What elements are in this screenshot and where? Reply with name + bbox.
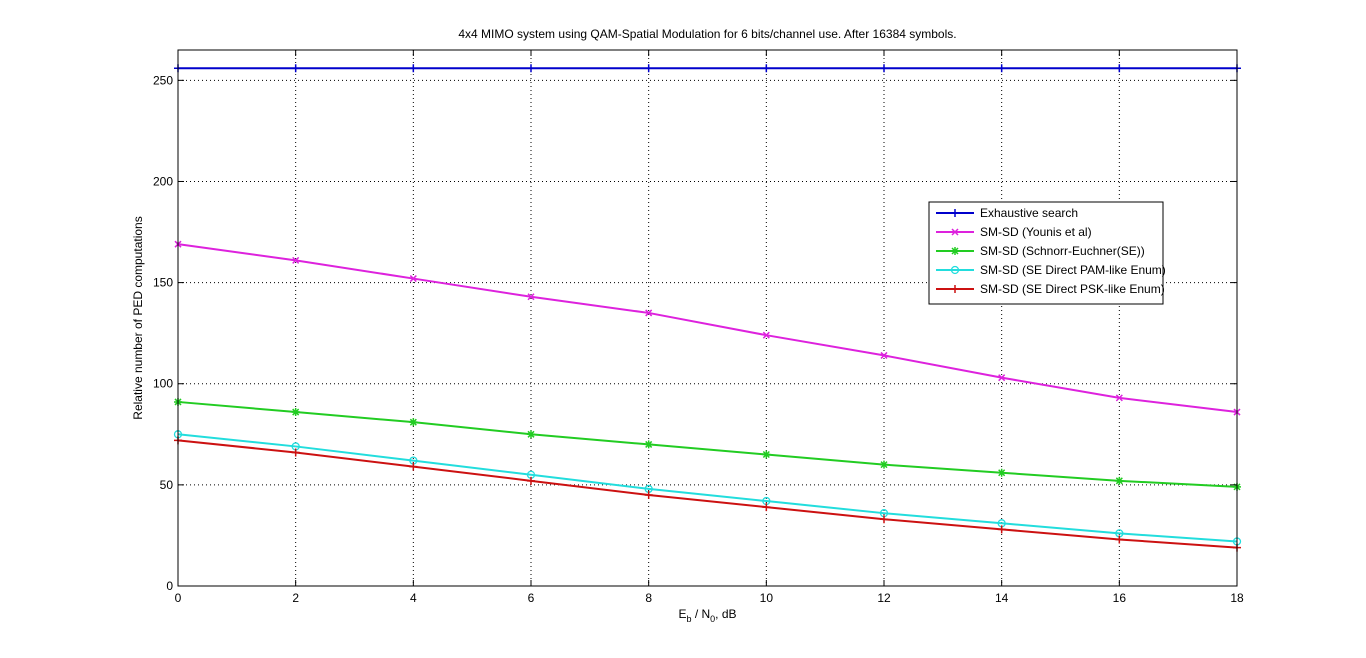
- x-tick-label: 18: [1230, 591, 1244, 605]
- data-point: [645, 309, 653, 317]
- legend-box: [928, 201, 1164, 305]
- data-point: [1115, 394, 1123, 402]
- y-tick-label: 50: [160, 478, 174, 492]
- legend: Exhaustive search SM-SD (Younis et al) SM-…: [928, 201, 1166, 305]
- x-axis-label-mid: / N: [691, 607, 710, 621]
- series-5: [174, 436, 1241, 552]
- data-point: [409, 418, 418, 427]
- x-tick-label: 10: [760, 591, 774, 605]
- legend-label: Exhaustive search: [980, 206, 1078, 220]
- legend-item: SM-SD (SE Direct PAM-like Enum): [936, 263, 1166, 277]
- legend-marker: [951, 285, 959, 293]
- data-point: [291, 408, 300, 417]
- series-line: [177, 400, 1238, 488]
- data-point: [762, 331, 770, 339]
- x-axis-label-main: E: [678, 607, 686, 621]
- y-tick-label: 0: [166, 579, 173, 593]
- data-point: [644, 440, 653, 449]
- y-tick-label: 100: [153, 377, 173, 391]
- series-4: [173, 430, 1242, 546]
- x-tick-label: 4: [410, 591, 417, 605]
- legend-marker: [951, 228, 959, 236]
- data-point: [1115, 476, 1124, 485]
- x-tick-label: 2: [292, 591, 299, 605]
- data-point: [527, 293, 535, 301]
- data-point: [527, 64, 535, 73]
- x-tick-label: 16: [1113, 591, 1127, 605]
- data-point: [1115, 64, 1124, 73]
- series-line: [177, 439, 1238, 549]
- data-point: [291, 64, 300, 73]
- series-1: [174, 64, 1241, 73]
- x-tick-label: 8: [645, 591, 652, 605]
- series-line: [177, 433, 1238, 543]
- x-tick-labels: 0 2 4 6 8 10 12 14 16 18: [175, 591, 1244, 605]
- grid-lines: [178, 50, 1237, 586]
- x-axis-label-sub1: b: [686, 614, 691, 624]
- axes-box: [177, 49, 1238, 587]
- data-point: [1115, 535, 1124, 544]
- y-tick-label: 200: [153, 174, 173, 188]
- data-point: [409, 275, 417, 283]
- data-point: [644, 490, 653, 499]
- legend-label: SM-SD (Younis et al): [980, 225, 1092, 239]
- data-point: [527, 476, 535, 485]
- data-point: [409, 462, 418, 471]
- x-tick-label: 6: [528, 591, 535, 605]
- legend-item: Exhaustive search: [936, 206, 1078, 220]
- chart-title: 4x4 MIMO system using QAM-Spatial Modula…: [458, 27, 956, 41]
- data-point: [762, 503, 771, 512]
- y-tick-label: 150: [153, 276, 173, 290]
- series-3: [174, 397, 1241, 491]
- data-point: [762, 64, 771, 73]
- data-point: [291, 448, 300, 457]
- tick-marks: [177, 50, 1238, 587]
- data-point: [644, 64, 653, 73]
- x-axis-label-sub2: 0: [710, 614, 715, 624]
- data-point: [997, 468, 1006, 477]
- x-tick-label: 0: [175, 591, 182, 605]
- legend-label: SM-SD (Schnorr-Euchner(SE)): [980, 244, 1145, 258]
- data-point: [409, 64, 418, 73]
- legend-marker: [951, 247, 959, 255]
- data-point: [880, 460, 888, 469]
- legend-item: SM-SD (Younis et al): [936, 225, 1092, 239]
- x-axis-label: Eb / N0, dB: [678, 607, 736, 624]
- data-point: [762, 450, 771, 459]
- legend-marker: [950, 265, 960, 275]
- data-point: [292, 256, 300, 264]
- data-point: [880, 64, 888, 73]
- y-axis-label: Relative number of PED computations: [131, 216, 145, 419]
- x-tick-label: 14: [995, 591, 1009, 605]
- data-point: [998, 374, 1006, 382]
- legend-item: SM-SD (SE Direct PSK-like Enum): [936, 282, 1165, 296]
- data-point: [997, 525, 1006, 534]
- data-point: [997, 64, 1006, 73]
- y-tick-labels: 0 50 100 150 200 250: [153, 73, 173, 593]
- series-layer: [173, 64, 1242, 552]
- y-tick-label: 250: [153, 73, 173, 87]
- x-tick-label: 12: [877, 591, 891, 605]
- legend-label: SM-SD (SE Direct PAM-like Enum): [980, 263, 1166, 277]
- data-point: [880, 351, 888, 359]
- x-axis-label-tail: , dB: [715, 607, 736, 621]
- series-2: [174, 240, 1241, 416]
- legend-item: SM-SD (Schnorr-Euchner(SE)): [936, 244, 1145, 258]
- legend-marker: [951, 209, 959, 217]
- legend-label: SM-SD (SE Direct PSK-like Enum): [980, 282, 1165, 296]
- data-point: [527, 430, 535, 439]
- data-point: [880, 515, 888, 524]
- series-line: [177, 243, 1238, 414]
